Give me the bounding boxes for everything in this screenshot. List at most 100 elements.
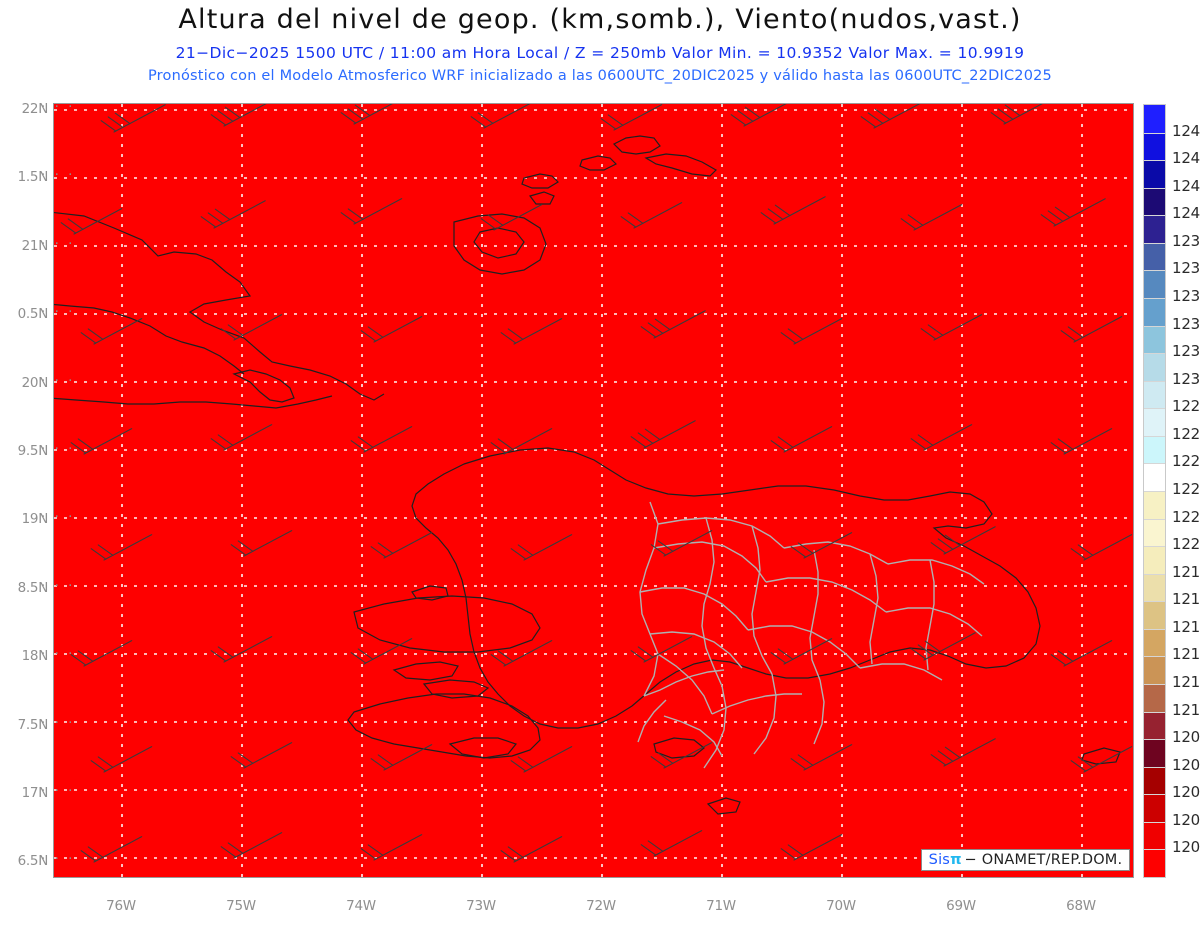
chart-subtitle-primary: 21−Dic−2025 1500 UTC / 11:00 am Hora Loc… bbox=[175, 44, 1025, 62]
province-boundaries bbox=[637, 501, 985, 769]
colorbar-tick-label: 12258 bbox=[1172, 452, 1200, 471]
y-axis-tick-dots: · · · bbox=[41, 441, 75, 457]
colorbar-cell bbox=[1144, 187, 1165, 216]
x-axis-tick-label: 69W bbox=[946, 898, 976, 914]
x-axis-tick-label: 73W bbox=[466, 898, 496, 914]
x-axis-tick-label: 75W bbox=[226, 898, 256, 914]
colorbar-cell bbox=[1144, 380, 1165, 409]
y-axis-tick-dots: · · · bbox=[41, 304, 75, 321]
x-axis-tick-label: 74W bbox=[346, 898, 376, 914]
map-plot-wrapper bbox=[53, 103, 1134, 878]
colorbar-cell bbox=[1144, 573, 1165, 602]
x-axis-tick-label: 71W bbox=[706, 898, 736, 914]
y-axis-tick-label: 20N bbox=[21, 374, 49, 391]
colorbar-tick-label: 12224 bbox=[1172, 507, 1200, 526]
colorbar-tick-label: 12122 bbox=[1172, 673, 1200, 691]
colorbar-cell bbox=[1144, 325, 1165, 354]
y-axis-tick-dots: · · · bbox=[41, 167, 75, 184]
colorbar-tick-label: 12207 bbox=[1172, 535, 1200, 554]
y-axis-tick-label: 8.5N bbox=[17, 579, 49, 596]
legend-agency-text: − ONAMET/REP.DOM. bbox=[964, 852, 1123, 868]
colorbar-cell bbox=[1144, 601, 1165, 630]
colorbar-cell bbox=[1144, 628, 1165, 657]
wind-barbs bbox=[60, 104, 1133, 863]
colorbar-tick-label: 12360 bbox=[1172, 287, 1200, 305]
colorbar-cell bbox=[1144, 463, 1165, 492]
colorbar-cell bbox=[1144, 684, 1165, 713]
x-axis-tick-label: 68W bbox=[1066, 898, 1096, 914]
y-axis-tick-label: 18N bbox=[21, 648, 49, 665]
colorbar-cell bbox=[1144, 656, 1165, 685]
y-axis-tick-label: 17N bbox=[21, 785, 49, 801]
colorbar-tick-label: 12190 bbox=[1172, 562, 1200, 581]
y-axis-tick-label: 7.5N bbox=[17, 716, 49, 733]
geopotential-shading bbox=[54, 104, 1133, 877]
colorbar-tick-label: 12139 bbox=[1172, 645, 1200, 664]
y-axis-tick-label: 21N bbox=[21, 237, 49, 254]
y-axis-tick-label: 1.5N bbox=[17, 169, 49, 186]
y-axis-tick-label: 9.5N bbox=[17, 443, 49, 459]
colorbar-cell bbox=[1144, 711, 1165, 740]
colorbar-cell bbox=[1144, 270, 1165, 299]
colorbar-tick-label: 12037 bbox=[1172, 810, 1200, 829]
y-axis-tick-dots: · · · bbox=[41, 235, 75, 252]
colorbar-tick-label: 12394 bbox=[1172, 231, 1200, 250]
colorbar-cell bbox=[1144, 435, 1165, 464]
colorbar-tick-label: 12292 bbox=[1172, 397, 1200, 416]
colorbar-cell bbox=[1144, 491, 1165, 520]
colorbar-tick-label: 12054 bbox=[1172, 783, 1200, 802]
colorbar-cell bbox=[1144, 105, 1165, 134]
x-axis-tick-label: 76W bbox=[106, 898, 136, 914]
y-axis-tick-dots: · · · bbox=[41, 851, 75, 868]
colorbar-cell bbox=[1144, 766, 1165, 795]
legend-pi-icon: π bbox=[950, 852, 962, 868]
page-title: Altura del nivel de geop. (km,somb.), Vi… bbox=[178, 4, 1022, 35]
colorbar-tick-label: 12275 bbox=[1172, 424, 1200, 443]
colorbar-tick-label: 12020 bbox=[1172, 838, 1200, 857]
colorbar-cell bbox=[1144, 353, 1165, 382]
y-axis-tick-dots: · · · bbox=[41, 783, 75, 799]
colorbar-cell bbox=[1144, 215, 1165, 244]
y-axis-tick-dots: · · · bbox=[41, 577, 75, 594]
y-axis-tick-label: 19N bbox=[21, 511, 49, 528]
colorbar-cell bbox=[1144, 242, 1165, 271]
colorbar-tick-label: 12173 bbox=[1172, 590, 1200, 609]
colorbar-cell bbox=[1144, 160, 1165, 189]
colorbar-cell bbox=[1144, 408, 1165, 437]
colorbar-tick-label: 12105 bbox=[1172, 700, 1200, 719]
colorbar[interactable] bbox=[1143, 104, 1166, 878]
y-axis-tick-dots: · · · bbox=[41, 509, 75, 526]
y-axis-tick-label: 6.5N bbox=[17, 853, 49, 870]
colorbar-tick-label: 12088 bbox=[1172, 728, 1200, 747]
colorbar-cell bbox=[1144, 132, 1165, 161]
colorbar-tick-label: 12326 bbox=[1172, 342, 1200, 361]
colorbar-cell bbox=[1144, 546, 1165, 575]
colorbar-cell bbox=[1144, 821, 1165, 850]
colorbar-tick-label: 12445 bbox=[1172, 149, 1200, 168]
colorbar-tick-label: 12309 bbox=[1172, 369, 1200, 388]
y-axis-tick-label: 22N bbox=[21, 101, 49, 117]
y-axis-tick-dots: · · · bbox=[41, 646, 75, 663]
attribution-badge: Sis π − ONAMET/REP.DOM. bbox=[921, 849, 1130, 871]
colorbar-tick-label: 12428 bbox=[1172, 176, 1200, 195]
coastline-paths bbox=[54, 135, 1121, 815]
chart-subtitle-secondary: Pronóstico con el Modelo Atmosferico WRF… bbox=[147, 68, 1052, 84]
colorbar-tick-label: 12343 bbox=[1172, 314, 1200, 333]
colorbar-tick-label: 12156 bbox=[1172, 617, 1200, 636]
colorbar-tick-label: 12462 bbox=[1172, 121, 1200, 140]
colorbar-cell bbox=[1144, 298, 1165, 327]
colorbar-tick-label: 12071 bbox=[1172, 755, 1200, 774]
chart-header: Altura del nivel de geop. (km,somb.), Vi… bbox=[0, 0, 1200, 95]
colorbar-cell bbox=[1144, 518, 1165, 547]
y-axis-tick-dots: · · · bbox=[41, 372, 75, 389]
map-plot-area[interactable] bbox=[53, 103, 1134, 878]
colorbar-tick-label: 12377 bbox=[1172, 259, 1200, 278]
y-axis-tick-label: 0.5N bbox=[17, 306, 49, 323]
colorbar-cell bbox=[1144, 739, 1165, 768]
colorbar-tick-label: 12241 bbox=[1172, 480, 1200, 498]
colorbar-cell bbox=[1144, 794, 1165, 823]
legend-sis-text: Sis bbox=[928, 852, 951, 868]
weather-map-svg bbox=[54, 104, 1133, 877]
y-axis-tick-dots: · · · bbox=[41, 99, 75, 115]
y-axis-tick-dots: · · · bbox=[41, 714, 75, 731]
